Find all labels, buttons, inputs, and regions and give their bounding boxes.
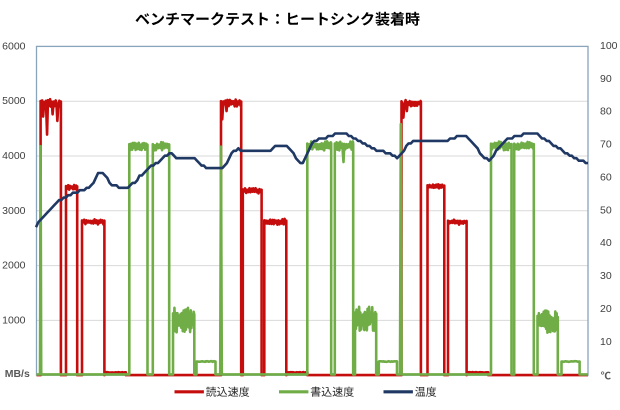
svg-text:90: 90 xyxy=(600,73,612,85)
svg-text:50: 50 xyxy=(600,204,612,216)
svg-text:5000: 5000 xyxy=(2,95,26,107)
svg-text:100: 100 xyxy=(600,40,618,52)
svg-text:80: 80 xyxy=(600,106,612,118)
svg-text:10: 10 xyxy=(600,336,612,348)
svg-text:40: 40 xyxy=(600,237,612,249)
svg-text:6000: 6000 xyxy=(2,40,26,52)
svg-text:30: 30 xyxy=(600,270,612,282)
svg-text:70: 70 xyxy=(600,139,612,151)
svg-text:4000: 4000 xyxy=(2,150,26,162)
svg-text:60: 60 xyxy=(600,171,612,183)
svg-text:3000: 3000 xyxy=(2,205,26,217)
svg-text:2000: 2000 xyxy=(2,260,26,272)
svg-text:MB/s: MB/s xyxy=(5,368,30,380)
svg-text:1000: 1000 xyxy=(2,314,26,326)
svg-text:20: 20 xyxy=(600,303,612,315)
